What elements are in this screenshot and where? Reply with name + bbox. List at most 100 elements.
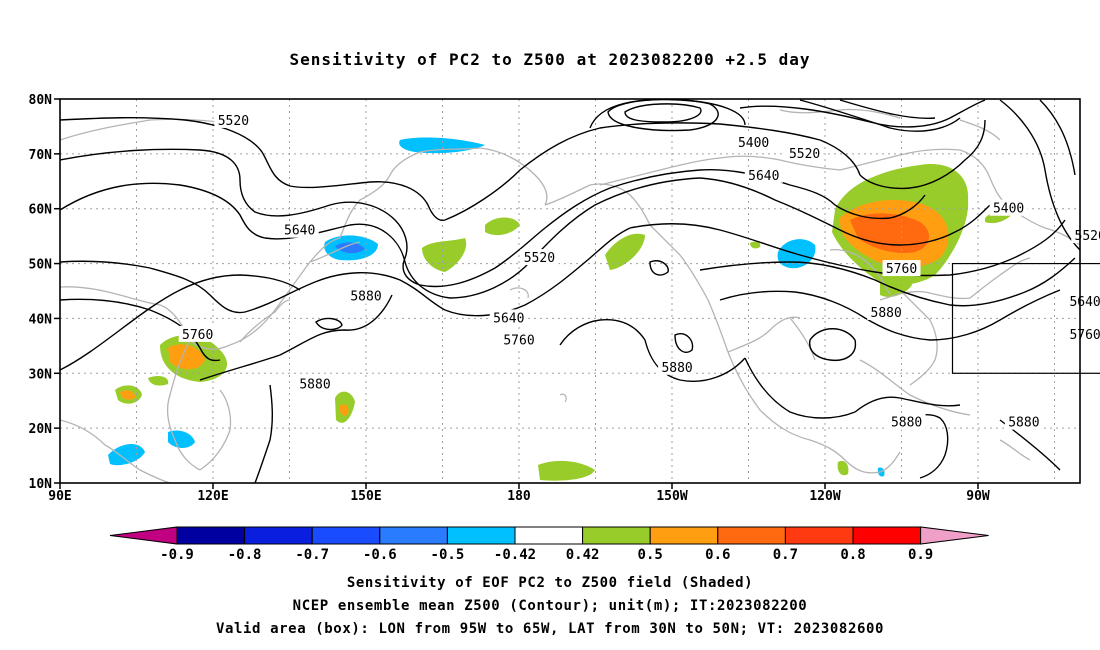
contour-label-bg (500, 331, 538, 348)
contour-label-bg (280, 221, 319, 238)
lon-label: 150E (350, 489, 381, 504)
contour-label-bg (785, 144, 824, 161)
contour-label: 5880 (299, 377, 330, 392)
contour-label: 5760 (1069, 328, 1100, 343)
shade-orange (168, 344, 205, 370)
contour-label: 5520 (789, 147, 820, 162)
contour-label: 5880 (871, 306, 902, 321)
colorbar-label: -0.7 (295, 547, 329, 563)
shade-orange (120, 390, 136, 400)
valid-area-box (951, 262, 1100, 374)
contour-labels: 5520 5400 5520 5640 5400 5520 5640 5520 5760 5880… (178, 111, 1100, 431)
shade-blue (399, 137, 485, 154)
colorbar-segment (244, 526, 313, 545)
colorbar-segment (649, 526, 719, 545)
contour-label: 5760 (182, 328, 213, 343)
graticule (60, 99, 1080, 483)
shade-orange-dark (850, 213, 930, 254)
z500-contours (60, 99, 1080, 483)
contour-label: 5760 (503, 333, 534, 348)
colorbar-label: 0.5 (638, 547, 663, 563)
shade-green (538, 460, 595, 481)
colorbar-label: 0.6 (705, 547, 730, 563)
contour-label: 5400 (738, 136, 769, 151)
shade-green (605, 233, 645, 270)
contour-label: 5880 (1008, 416, 1039, 431)
contour-label-bg (296, 375, 334, 392)
colorbar-segment (717, 526, 786, 545)
lat-label: 20N (29, 422, 53, 437)
colorbar-segment (446, 526, 516, 545)
colorbar-label: -0.8 (228, 547, 262, 563)
contour-label-bg (1004, 413, 1043, 430)
contour-label: 5400 (993, 202, 1024, 217)
contour-label-bg (744, 166, 783, 183)
colorbar-label: -0.42 (494, 547, 536, 563)
lat-label: 10N (29, 477, 53, 492)
shade-green (485, 217, 520, 236)
colorbar: -0.9 -0.8 -0.7 -0.6 -0.5 -0.42 0.42 0.5 0.6 0.7 0.… (109, 526, 989, 563)
colorbar-segment (379, 526, 448, 545)
lat-label: 70N (29, 148, 53, 163)
caption-valid-area: Valid area (box): LON from 95W to 65W, L… (215, 621, 885, 637)
contour-label: 5880 (891, 416, 922, 431)
colorbar-label: 0.42 (566, 547, 600, 563)
lat-label: 30N (29, 367, 53, 382)
colorbar-label: 0.9 (908, 547, 933, 563)
caption-shading: Sensitivity of EOF PC2 to Z500 field (Sh… (346, 575, 754, 591)
contour-label-bg (882, 260, 921, 277)
colorbar-high-triangle (920, 526, 989, 545)
lat-label: 40N (29, 312, 53, 327)
shade-green (148, 376, 169, 386)
contour-label-bg (887, 413, 926, 430)
contour-label: 5880 (350, 289, 381, 304)
contour-label: 5520 (1075, 229, 1100, 244)
coastlines (60, 108, 1080, 483)
lon-label: 90W (966, 489, 990, 504)
contour-label: 5640 (748, 169, 779, 184)
contour-label-bg (1066, 325, 1100, 342)
contour-label-bg (867, 303, 906, 320)
lon-label: 90E (48, 489, 71, 504)
lon-label: 120E (197, 489, 228, 504)
contour-label: 5640 (493, 311, 524, 326)
shade-green (422, 238, 467, 272)
colorbar-label: 0.8 (840, 547, 865, 563)
colorbar-segment (582, 526, 651, 545)
colorbar-segment (514, 526, 584, 545)
shade-green (750, 241, 761, 249)
caption-contour: NCEP ensemble mean Z500 (Contour); unit(… (292, 598, 808, 614)
contour-label: 5640 (284, 224, 315, 239)
lon-label: 150W (656, 489, 687, 504)
colorbar-label: 0.7 (773, 547, 798, 563)
colorbar-label: -0.6 (363, 547, 397, 563)
colorbar-segment (311, 526, 381, 545)
contour-label: 5520 (524, 251, 555, 266)
contour-label: 5880 (661, 361, 692, 376)
contour-label-bg (658, 358, 697, 375)
contour-label: 5640 (1069, 295, 1100, 310)
plot-frame (59, 98, 1081, 484)
lon-label: 180 (507, 489, 531, 504)
contour-label-bg (989, 199, 1028, 216)
shade-blue (168, 430, 195, 448)
contour-label-bg (520, 249, 559, 266)
colorbar-label: -0.9 (160, 547, 194, 563)
colorbar-low-triangle (109, 526, 178, 545)
colorbar-segment (852, 526, 922, 545)
shade-blue (108, 444, 145, 466)
contour-label-bg (347, 287, 385, 304)
colorbar-label: -0.5 (431, 547, 465, 563)
contour-label-bg (1071, 227, 1100, 244)
latitude-labels: 80N 70N 60N 50N 40N 30N 20N 10N (29, 93, 60, 492)
contour-label-bg (489, 309, 528, 326)
contour-label: 5760 (886, 262, 917, 277)
map-title: Sensitivity of PC2 to Z500 at 2023082200… (289, 50, 811, 69)
longitude-labels: 90E120E150E180150W120W90W60W (48, 483, 990, 504)
sensitivity-shading (108, 137, 1015, 481)
contour-label-bg (734, 133, 773, 150)
contour-label-bg (178, 325, 217, 342)
lat-label: 50N (29, 258, 53, 273)
shade-green (837, 460, 849, 476)
